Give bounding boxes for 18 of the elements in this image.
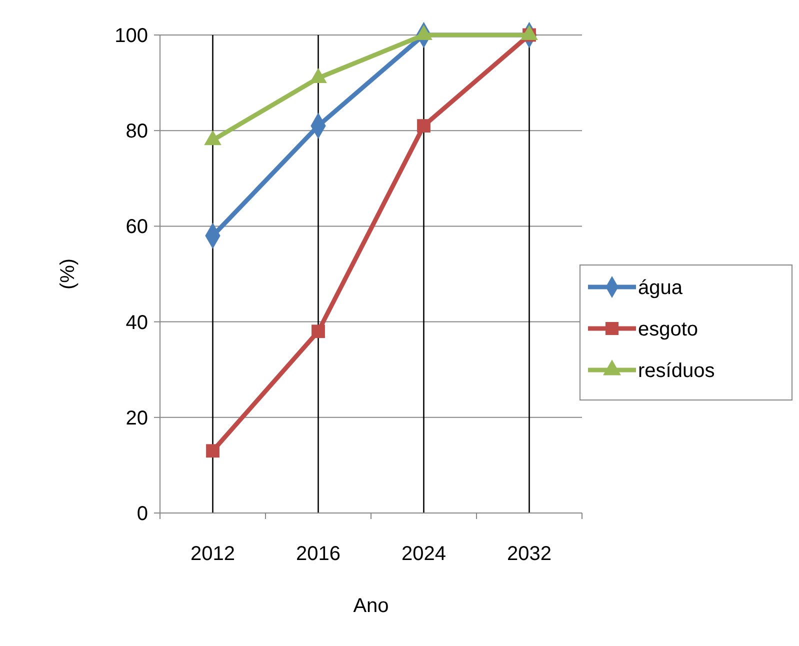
legend-label: resíduos	[638, 360, 715, 382]
y-tick-label: 60	[126, 216, 148, 238]
x-tick-label: 2032	[507, 543, 552, 565]
point	[312, 324, 325, 338]
legend-label: esgoto	[638, 318, 698, 340]
x-tick-label: 2016	[296, 543, 340, 565]
y-tick-label: 0	[136, 503, 148, 525]
x-tick-label: 2012	[190, 543, 235, 565]
point	[417, 119, 430, 133]
y-axis-title: (%)	[57, 258, 79, 290]
y-tick-label: 40	[126, 312, 148, 334]
y-tick-label: 100	[114, 25, 148, 47]
x-tick-label: 2024	[402, 543, 446, 565]
y-tick-label: 80	[126, 120, 148, 143]
y-tick-label: 20	[126, 407, 148, 430]
x-axis-title: Ano	[353, 595, 389, 617]
legend-label: água	[638, 277, 684, 299]
point	[206, 444, 220, 458]
